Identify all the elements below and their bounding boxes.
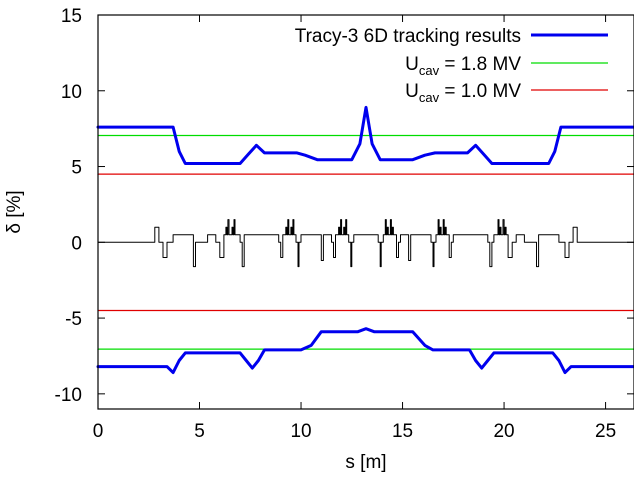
- x-tick-label: 0: [93, 421, 104, 442]
- x-tick-label: 15: [392, 421, 413, 442]
- y-axis-title: δ [%]: [4, 190, 25, 233]
- x-tick-label: 25: [595, 421, 616, 442]
- x-axis-title: s [m]: [345, 452, 386, 473]
- y-tick-label: 5: [71, 158, 82, 179]
- x-tick-label: 10: [290, 421, 311, 442]
- series-line-tracy-3-6d-tracking-results-lower: [96, 327, 634, 375]
- legend-label: Tracy-3 6D tracking results: [295, 26, 521, 47]
- series-line-lattice: [97, 219, 634, 268]
- legend-label: Ucav = 1.0 MV: [405, 81, 521, 105]
- y-tick-label: 15: [61, 6, 82, 27]
- y-tick-label: 0: [71, 233, 82, 254]
- x-tick-labels: 0 5 10 15 20 25: [93, 421, 616, 442]
- series-layer: [96, 105, 634, 375]
- y-tick-label: -5: [65, 309, 82, 330]
- x-tick-label: 5: [194, 421, 205, 442]
- ticks-layer: [97, 14, 634, 409]
- y-tick-labels: -10 -5 0 5 10 15: [55, 6, 82, 406]
- x-tick-label: 20: [493, 421, 514, 442]
- legend-entry: Ucav = 1.0 MV: [405, 81, 608, 105]
- legend-entry: Ucav = 1.8 MV: [405, 54, 608, 78]
- legend-entry: Tracy-3 6D tracking results: [295, 26, 608, 47]
- y-tick-label: -10: [55, 385, 82, 406]
- legend-label: Ucav = 1.8 MV: [405, 54, 521, 78]
- y-tick-label: 10: [61, 82, 82, 103]
- series-line-tracy-3-6d-tracking-results-upper: [96, 105, 634, 165]
- plot-frame: [97, 14, 634, 410]
- legend: Tracy-3 6D tracking results Ucav = 1.8 MV…: [295, 26, 608, 105]
